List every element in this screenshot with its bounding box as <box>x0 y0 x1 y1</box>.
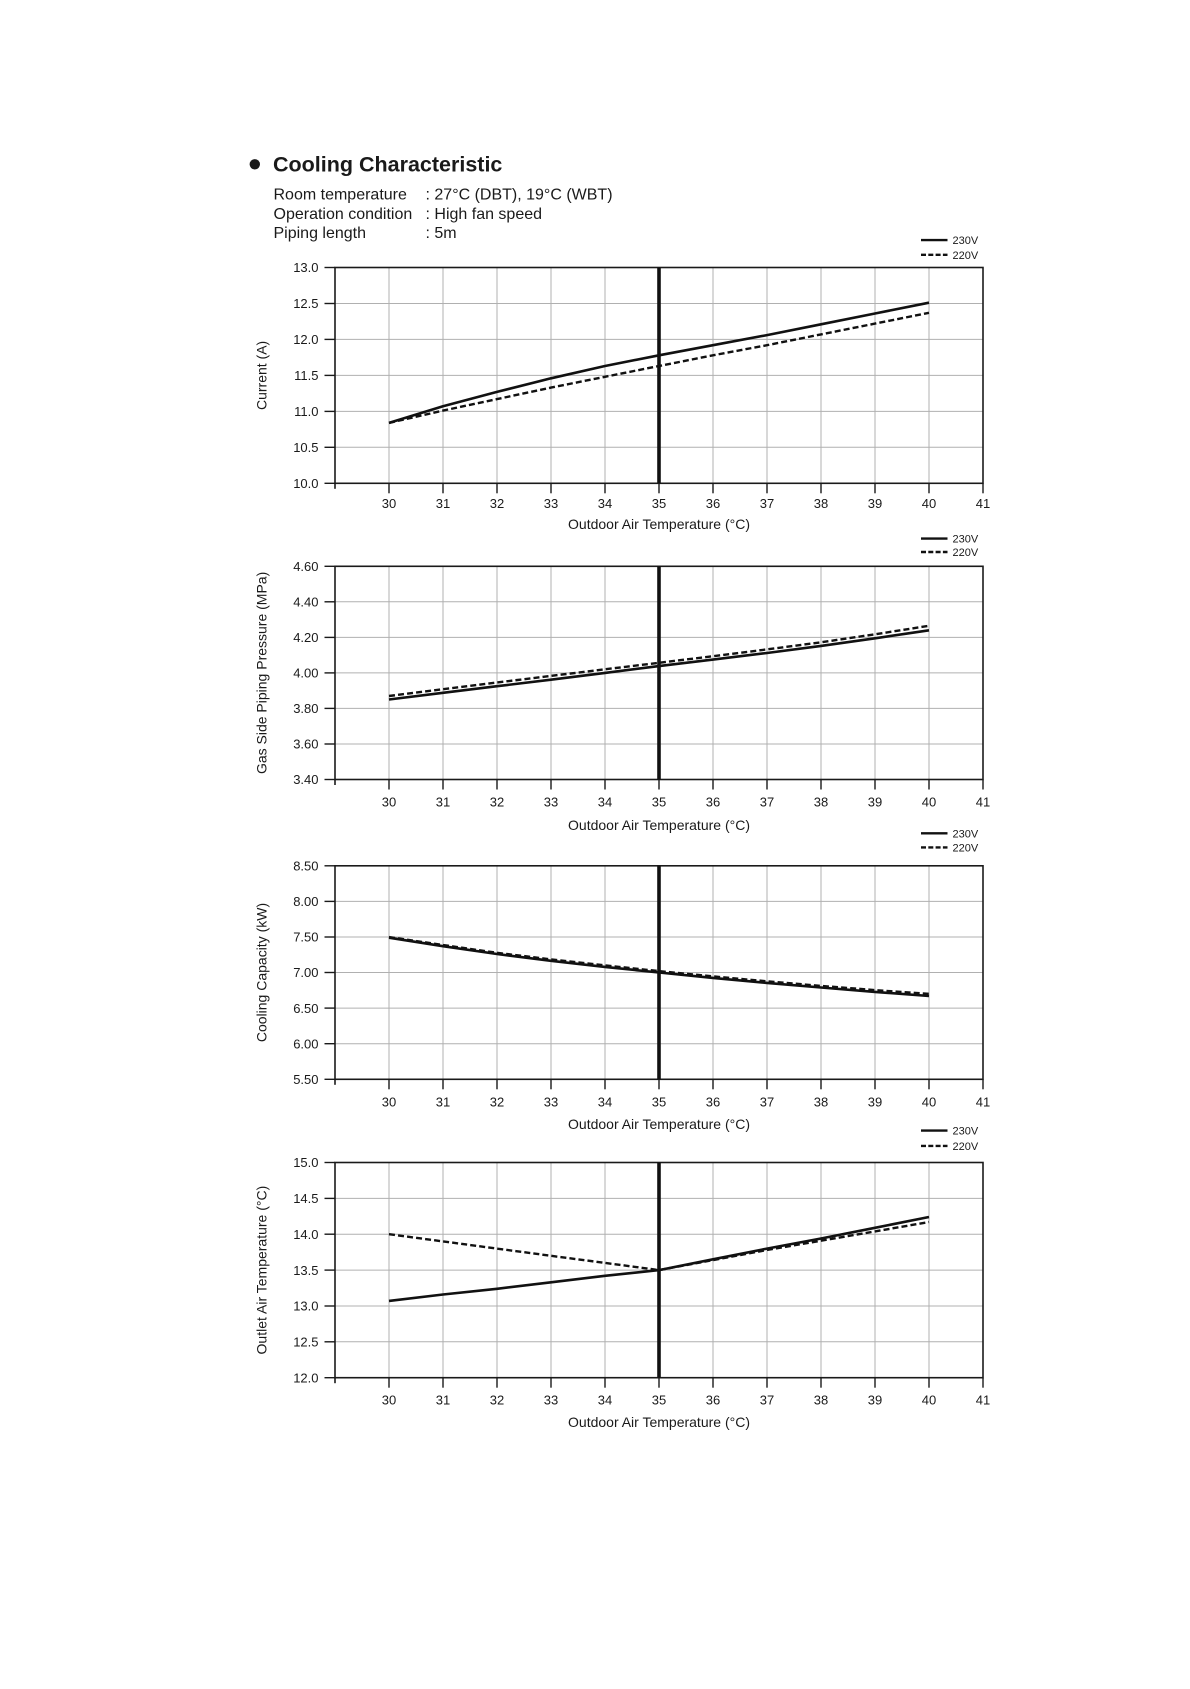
svg-text:38: 38 <box>814 795 828 810</box>
svg-text:32: 32 <box>490 1095 504 1110</box>
svg-text:37: 37 <box>760 1392 774 1407</box>
svg-text:30: 30 <box>382 795 396 810</box>
svg-text:38: 38 <box>814 1095 828 1110</box>
svg-text:37: 37 <box>760 1095 774 1110</box>
svg-text:4.60: 4.60 <box>293 559 318 574</box>
svg-text:32: 32 <box>490 496 504 511</box>
svg-text:230V: 230V <box>953 235 979 247</box>
svg-text:40: 40 <box>922 1392 936 1407</box>
svg-text:230V: 230V <box>953 828 979 840</box>
svg-text:32: 32 <box>490 795 504 810</box>
svg-text:30: 30 <box>382 1095 396 1110</box>
svg-text:Gas Side Piping Pressure (MPa): Gas Side Piping Pressure (MPa) <box>254 572 270 774</box>
svg-text:4.40: 4.40 <box>293 595 318 610</box>
svg-text:Piping length: Piping length <box>274 225 367 242</box>
svg-text:4.20: 4.20 <box>293 630 318 645</box>
svg-text:14.0: 14.0 <box>293 1227 318 1242</box>
svg-text:40: 40 <box>922 795 936 810</box>
svg-text:11.5: 11.5 <box>294 368 318 383</box>
svg-text:36: 36 <box>706 1392 720 1407</box>
svg-text:32: 32 <box>490 1392 504 1407</box>
svg-text:: 27°C (DBT), 19°C (WBT): : 27°C (DBT), 19°C (WBT) <box>426 187 613 204</box>
svg-text:41: 41 <box>976 1095 990 1110</box>
svg-text:Outdoor Air Temperature (°C): Outdoor Air Temperature (°C) <box>568 1116 750 1132</box>
svg-text:35: 35 <box>652 795 666 810</box>
svg-text:Cooling Characteristic: Cooling Characteristic <box>273 152 502 176</box>
svg-text:36: 36 <box>706 496 720 511</box>
svg-text:220V: 220V <box>953 1141 979 1153</box>
svg-text:34: 34 <box>598 1095 612 1110</box>
svg-text:3.40: 3.40 <box>293 772 318 787</box>
svg-text:35: 35 <box>652 496 666 511</box>
svg-text:7.50: 7.50 <box>293 930 318 945</box>
svg-text:33: 33 <box>544 1095 558 1110</box>
svg-text:31: 31 <box>436 1392 450 1407</box>
svg-text:4.00: 4.00 <box>293 666 318 681</box>
svg-text:41: 41 <box>976 795 990 810</box>
svg-text:39: 39 <box>868 1095 882 1110</box>
svg-text:41: 41 <box>976 496 990 511</box>
svg-text:: 5m: : 5m <box>426 225 457 242</box>
svg-text:: High fan speed: : High fan speed <box>426 206 543 223</box>
svg-text:230V: 230V <box>953 534 979 546</box>
svg-text:31: 31 <box>436 1095 450 1110</box>
svg-text:Outdoor Air Temperature (°C): Outdoor Air Temperature (°C) <box>568 817 750 833</box>
svg-text:40: 40 <box>922 496 936 511</box>
svg-text:6.00: 6.00 <box>293 1036 318 1051</box>
svg-text:10.5: 10.5 <box>293 440 318 455</box>
svg-text:Outdoor Air Temperature (°C): Outdoor Air Temperature (°C) <box>568 1414 750 1430</box>
svg-text:39: 39 <box>868 795 882 810</box>
svg-text:31: 31 <box>436 496 450 511</box>
svg-text:34: 34 <box>598 496 612 511</box>
svg-text:8.00: 8.00 <box>293 894 318 909</box>
svg-text:7.00: 7.00 <box>293 965 318 980</box>
svg-text:30: 30 <box>382 1392 396 1407</box>
svg-text:8.50: 8.50 <box>293 859 318 874</box>
svg-text:Outlet Air Temperature (°C): Outlet Air Temperature (°C) <box>254 1186 270 1355</box>
svg-text:33: 33 <box>544 1392 558 1407</box>
svg-text:3.60: 3.60 <box>293 737 318 752</box>
svg-text:41: 41 <box>976 1392 990 1407</box>
svg-text:13.0: 13.0 <box>293 1299 318 1314</box>
svg-text:38: 38 <box>814 1392 828 1407</box>
svg-text:13.5: 13.5 <box>293 1263 318 1278</box>
svg-text:220V: 220V <box>953 547 979 559</box>
svg-text:230V: 230V <box>953 1126 979 1138</box>
svg-text:37: 37 <box>760 496 774 511</box>
svg-text:11.0: 11.0 <box>294 404 318 419</box>
svg-text:Current (A): Current (A) <box>254 341 270 410</box>
svg-text:12.5: 12.5 <box>293 296 318 311</box>
svg-text:5.50: 5.50 <box>293 1072 318 1087</box>
svg-text:12.0: 12.0 <box>293 332 318 347</box>
svg-text:3.80: 3.80 <box>293 701 318 716</box>
svg-text:34: 34 <box>598 795 612 810</box>
svg-text:40: 40 <box>922 1095 936 1110</box>
svg-text:220V: 220V <box>953 250 979 262</box>
svg-text:34: 34 <box>598 1392 612 1407</box>
svg-text:37: 37 <box>760 795 774 810</box>
svg-text:Room temperature: Room temperature <box>274 187 407 204</box>
svg-text:14.5: 14.5 <box>293 1191 318 1206</box>
svg-text:10.0: 10.0 <box>293 476 318 491</box>
svg-text:13.0: 13.0 <box>293 260 318 275</box>
svg-text:12.0: 12.0 <box>293 1370 318 1385</box>
svg-text:36: 36 <box>706 1095 720 1110</box>
svg-text:6.50: 6.50 <box>293 1001 318 1016</box>
svg-text:Operation condition: Operation condition <box>274 206 413 223</box>
svg-text:30: 30 <box>382 496 396 511</box>
svg-text:38: 38 <box>814 496 828 511</box>
svg-text:12.5: 12.5 <box>293 1335 318 1350</box>
svg-text:31: 31 <box>436 795 450 810</box>
svg-text:220V: 220V <box>953 842 979 854</box>
svg-text:39: 39 <box>868 1392 882 1407</box>
svg-text:35: 35 <box>652 1392 666 1407</box>
svg-text:Cooling Capacity (kW): Cooling Capacity (kW) <box>254 903 270 1042</box>
svg-text:33: 33 <box>544 496 558 511</box>
svg-text:33: 33 <box>544 795 558 810</box>
svg-text:Outdoor Air Temperature (°C): Outdoor Air Temperature (°C) <box>568 516 750 532</box>
svg-text:35: 35 <box>652 1095 666 1110</box>
svg-text:15.0: 15.0 <box>293 1155 318 1170</box>
svg-text:39: 39 <box>868 496 882 511</box>
svg-text:36: 36 <box>706 795 720 810</box>
